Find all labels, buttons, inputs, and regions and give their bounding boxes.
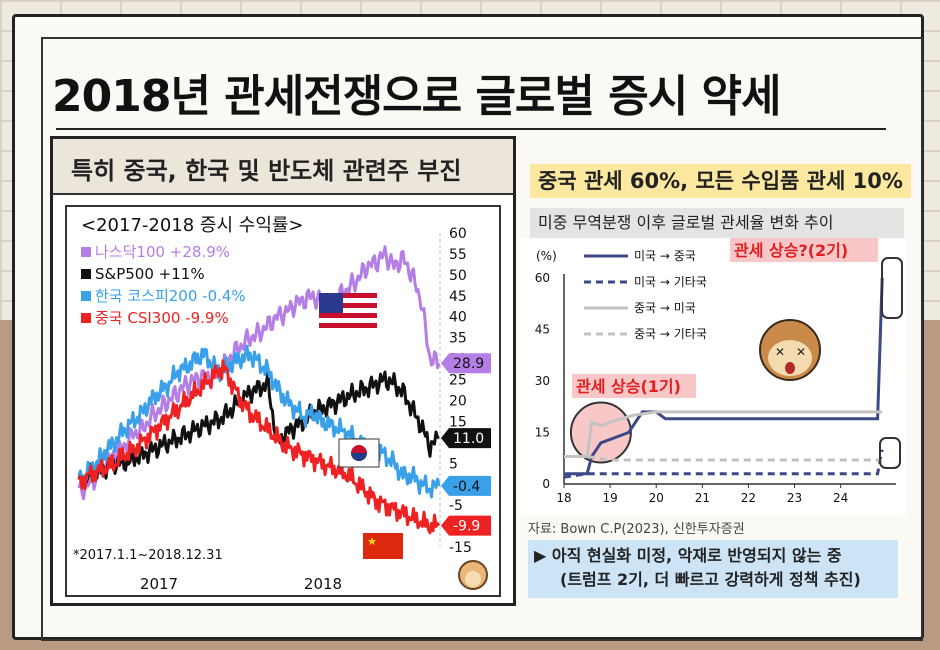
legend-swatch-kospi xyxy=(81,291,91,301)
y-axis-unit: (%) xyxy=(536,249,557,263)
us-flag-stripe xyxy=(319,323,377,328)
dizzy-monkey-mouth xyxy=(785,362,795,374)
end-label-box-sp500 xyxy=(441,428,491,449)
us-flag-stripe xyxy=(319,308,377,313)
china-flag-icon xyxy=(363,533,403,559)
us-flag-icon xyxy=(319,293,377,328)
y-tick-label: 25 xyxy=(449,373,467,389)
legend-label-sp500: S&P500 +11% xyxy=(95,265,205,283)
china-flag-star: ★ xyxy=(367,535,377,548)
legend-swatch-nasdaq xyxy=(81,247,91,257)
chart-title: <2017-2018 증시 수익률> xyxy=(81,215,304,236)
legend-label-us_china: 미국 → 중국 xyxy=(634,249,696,263)
series-line-china_us xyxy=(564,410,883,458)
dizzy-monkey-face xyxy=(768,340,812,376)
y-tick-label: 50 xyxy=(449,268,467,284)
end-label-box-nasdaq xyxy=(441,353,491,374)
series-line-csi300 xyxy=(77,359,441,535)
x-tick-label: 24 xyxy=(833,491,848,505)
x-tick-label: 2018 xyxy=(304,575,342,593)
korea-flag-taegeuk-blue xyxy=(351,453,367,461)
series-line-us_other xyxy=(563,449,884,479)
y-tick-label: 30 xyxy=(535,374,550,388)
x-tick-label: 22 xyxy=(741,491,756,505)
x-tick-label: 2017 xyxy=(140,575,178,593)
left-panel-header-text: 특히 중국, 한국 및 반도체 관련주 부진 xyxy=(71,157,462,185)
tariff-subtitle: 중국 관세 60%, 모든 수입품 관세 10% xyxy=(530,164,911,198)
x-tick-label: 20 xyxy=(649,491,664,505)
legend-swatch-csi300 xyxy=(81,313,91,323)
x-tick-label: 23 xyxy=(787,491,802,505)
y-tick-label: 55 xyxy=(449,247,467,263)
y-tick-label: 0 xyxy=(542,477,550,491)
end-label-box-kospi xyxy=(441,475,491,496)
y-tick-label: 35 xyxy=(449,331,467,347)
left-panel: 특히 중국, 한국 및 반도체 관련주 부진 <2017-2018 증시 수익률… xyxy=(50,136,516,606)
series-line-china_other xyxy=(564,455,883,462)
legend-label-china_us: 중국 → 미국 xyxy=(634,301,696,315)
y-tick-label: 40 xyxy=(449,310,467,326)
page-title: 2018년 관세전쟁으로 글로벌 증시 약세 xyxy=(52,71,781,122)
annotation-bg-2 xyxy=(730,238,878,262)
title-divider xyxy=(56,128,886,130)
left-panel-header: 특히 중국, 한국 및 반도체 관련주 부진 xyxy=(53,139,513,195)
us-flag-stripe xyxy=(319,318,377,323)
monkey-logo-face xyxy=(465,571,481,587)
y-tick-label: 60 xyxy=(535,271,550,285)
board-inner-frame xyxy=(41,37,923,641)
y-tick-label: -15 xyxy=(449,540,472,556)
x-tick-label: 21 xyxy=(695,491,710,505)
legend-label-us_other: 미국 → 기타국 xyxy=(634,275,707,289)
us-flag-stripe xyxy=(319,303,377,308)
y-tick-label: 15 xyxy=(449,414,467,430)
note-line-2: (트럼프 2기, 더 빠르고 강력하게 정책 추진) xyxy=(560,570,861,589)
tariff-chart-title: 미중 무역분쟁 이후 글로벌 관세율 변화 추이 xyxy=(530,208,904,238)
annotation-bg-1 xyxy=(572,374,696,398)
legend-label-csi300: 중국 CSI300 -9.9% xyxy=(95,309,229,327)
y-tick-label: 20 xyxy=(449,393,467,409)
y-tick-label: 5 xyxy=(449,456,458,472)
annotation-tariff-rise-2: 관세 상승?(2기) xyxy=(734,241,848,260)
x-tick-label: 19 xyxy=(602,491,617,505)
annotation-tariff-rise-1: 관세 상승(1기) xyxy=(576,377,681,396)
y-tick-label: -5 xyxy=(449,498,463,514)
end-label-box-csi300 xyxy=(441,515,491,536)
us-flag-canton xyxy=(319,293,343,313)
x-tick-label: 18 xyxy=(556,491,571,505)
tariff-rise-highlight-1 xyxy=(569,401,632,464)
legend-swatch-sp500 xyxy=(81,269,91,279)
end-label-sp500: 11.0 xyxy=(453,431,484,447)
y-tick-label: 45 xyxy=(535,323,550,337)
note-line-1: ▶ 아직 현실화 미정, 악재로 반영되지 않는 중 xyxy=(534,546,842,565)
tariff-rise-highlight-2a xyxy=(881,257,903,319)
note-box: ▶ 아직 현실화 미정, 악재로 반영되지 않는 중 (트럼프 2기, 더 빠르… xyxy=(528,540,898,598)
end-label-kospi: -0.4 xyxy=(453,479,480,495)
us-flag-stripe xyxy=(319,293,377,298)
legend-label-china_other: 중국 → 기타국 xyxy=(634,327,707,341)
series-line-sp500 xyxy=(77,370,440,490)
y-tick-label: 60 xyxy=(449,226,467,242)
source-text: 자료: Bown C.P(2023), 신한투자증권 xyxy=(528,522,745,537)
us-flag-stripe xyxy=(319,313,377,318)
tariff-rise-highlight-2b xyxy=(879,437,901,469)
stock-return-chart-svg: <2017-2018 증시 수익률>6055504540353025201510… xyxy=(73,215,491,593)
legend-label-nasdaq: 나스닥100 +28.9% xyxy=(95,243,230,261)
end-label-nasdaq: 28.9 xyxy=(453,356,484,372)
series-line-us_china xyxy=(564,277,884,476)
us-flag-stripe xyxy=(319,298,377,303)
dizzy-monkey-eye: ✕ xyxy=(796,345,806,359)
end-label-csi300: -9.9 xyxy=(453,519,480,535)
legend-label-kospi: 한국 코스피200 -0.4% xyxy=(95,287,246,305)
y-tick-label: 45 xyxy=(449,289,467,305)
footnote: *2017.1.1~2018.12.31 xyxy=(73,548,223,563)
dizzy-monkey-eye: ✕ xyxy=(775,345,785,359)
y-tick-label: 15 xyxy=(535,426,550,440)
stock-return-chart: <2017-2018 증시 수익률>6055504540353025201510… xyxy=(65,205,501,597)
